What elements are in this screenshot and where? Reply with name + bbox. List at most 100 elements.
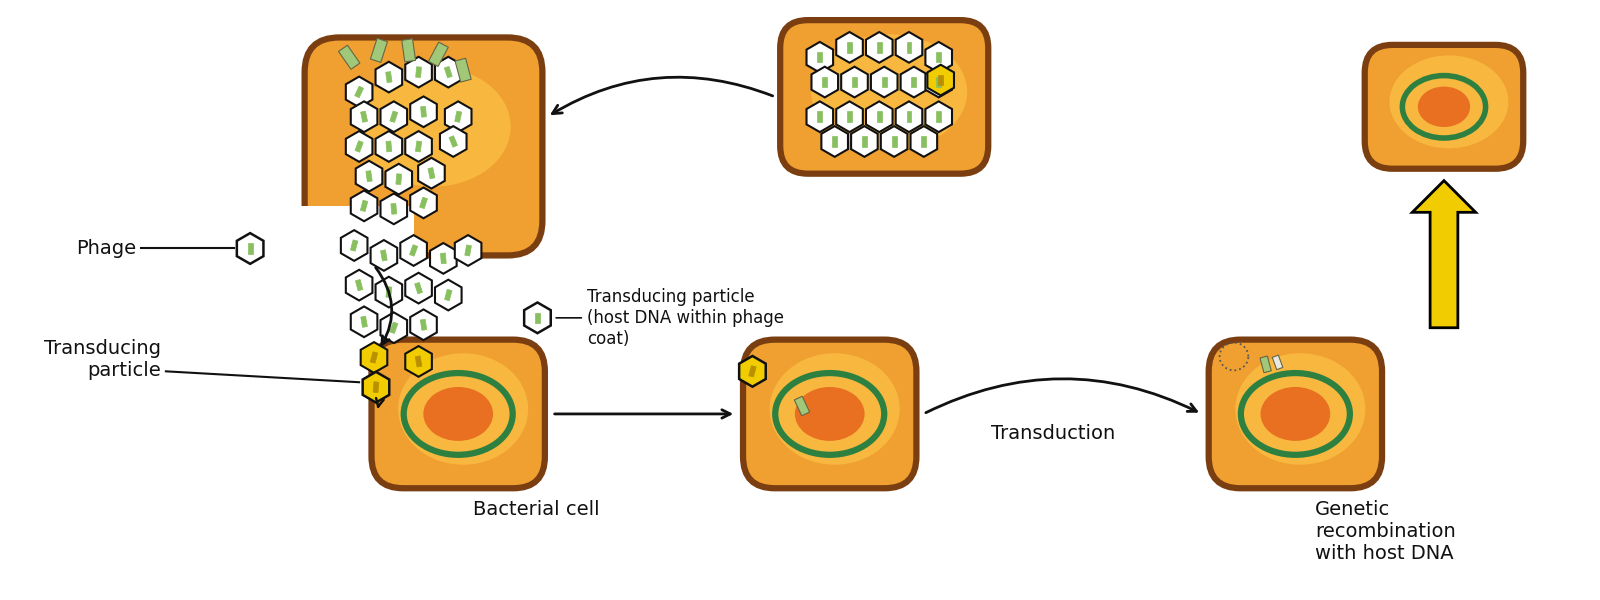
FancyBboxPatch shape [304, 37, 542, 256]
Ellipse shape [1261, 387, 1330, 441]
Polygon shape [806, 101, 834, 132]
Ellipse shape [811, 34, 966, 149]
Polygon shape [390, 203, 397, 214]
Polygon shape [454, 58, 472, 82]
Polygon shape [400, 235, 427, 266]
Text: Transducing
particle: Transducing particle [43, 339, 162, 380]
FancyBboxPatch shape [371, 340, 546, 488]
Polygon shape [350, 191, 378, 221]
Polygon shape [376, 131, 402, 162]
Polygon shape [366, 170, 373, 182]
Polygon shape [405, 131, 432, 162]
Polygon shape [936, 112, 941, 122]
Polygon shape [429, 42, 448, 67]
Text: Transduction: Transduction [990, 424, 1115, 443]
Polygon shape [450, 136, 458, 147]
Polygon shape [370, 352, 378, 363]
Polygon shape [936, 52, 941, 62]
Polygon shape [360, 316, 368, 328]
Ellipse shape [357, 67, 510, 187]
Polygon shape [355, 86, 363, 98]
Polygon shape [912, 77, 917, 87]
Polygon shape [381, 250, 387, 261]
Ellipse shape [1389, 55, 1509, 148]
Polygon shape [405, 346, 432, 377]
Polygon shape [806, 42, 834, 73]
Text: Genetic
recombination
with host DNA: Genetic recombination with host DNA [1315, 500, 1456, 563]
Polygon shape [419, 197, 427, 209]
Polygon shape [346, 270, 373, 301]
Polygon shape [237, 233, 264, 264]
Bar [294, 206, 414, 275]
Polygon shape [907, 42, 912, 53]
Polygon shape [416, 356, 422, 367]
Polygon shape [421, 106, 427, 117]
Polygon shape [1259, 356, 1272, 373]
Polygon shape [464, 245, 472, 256]
Polygon shape [440, 126, 467, 157]
Polygon shape [339, 45, 360, 70]
Polygon shape [454, 111, 462, 122]
Polygon shape [822, 77, 827, 87]
Polygon shape [928, 65, 954, 95]
Polygon shape [525, 302, 550, 333]
Polygon shape [882, 126, 907, 157]
Polygon shape [410, 188, 437, 218]
Ellipse shape [795, 387, 864, 441]
Polygon shape [346, 77, 373, 107]
Polygon shape [811, 67, 838, 97]
Polygon shape [360, 200, 368, 212]
Polygon shape [818, 112, 822, 122]
Polygon shape [390, 111, 398, 122]
Polygon shape [410, 310, 437, 340]
Polygon shape [435, 57, 461, 88]
Polygon shape [846, 112, 851, 122]
Ellipse shape [1235, 353, 1365, 465]
Polygon shape [360, 111, 368, 122]
Polygon shape [534, 313, 539, 323]
Polygon shape [430, 243, 456, 274]
Polygon shape [355, 140, 363, 152]
Polygon shape [414, 283, 422, 294]
Ellipse shape [1418, 86, 1470, 127]
Polygon shape [891, 136, 896, 147]
Polygon shape [445, 289, 453, 301]
Polygon shape [346, 131, 373, 162]
Polygon shape [882, 77, 886, 87]
Polygon shape [350, 240, 358, 251]
Polygon shape [360, 342, 387, 373]
Polygon shape [373, 382, 379, 392]
Polygon shape [363, 372, 389, 403]
Polygon shape [910, 126, 938, 157]
Polygon shape [818, 52, 822, 62]
Polygon shape [925, 42, 952, 73]
Polygon shape [355, 161, 382, 191]
Polygon shape [896, 101, 922, 132]
Polygon shape [386, 164, 413, 194]
Polygon shape [1272, 355, 1283, 370]
Polygon shape [877, 112, 882, 122]
Polygon shape [405, 57, 432, 88]
Polygon shape [435, 280, 461, 310]
Polygon shape [454, 235, 482, 266]
Polygon shape [837, 32, 862, 63]
Polygon shape [376, 62, 402, 92]
Polygon shape [370, 38, 387, 62]
Polygon shape [381, 313, 406, 343]
FancyBboxPatch shape [781, 20, 989, 173]
Polygon shape [350, 307, 378, 337]
Polygon shape [440, 253, 446, 264]
Polygon shape [821, 126, 848, 157]
Polygon shape [901, 67, 928, 97]
Polygon shape [376, 277, 402, 307]
Polygon shape [395, 174, 402, 185]
Polygon shape [427, 167, 435, 179]
Polygon shape [936, 77, 941, 87]
Polygon shape [410, 97, 437, 127]
Polygon shape [402, 39, 416, 62]
Polygon shape [794, 396, 810, 416]
Polygon shape [381, 193, 406, 224]
Polygon shape [416, 141, 422, 152]
Polygon shape [410, 245, 418, 256]
Polygon shape [386, 141, 392, 152]
